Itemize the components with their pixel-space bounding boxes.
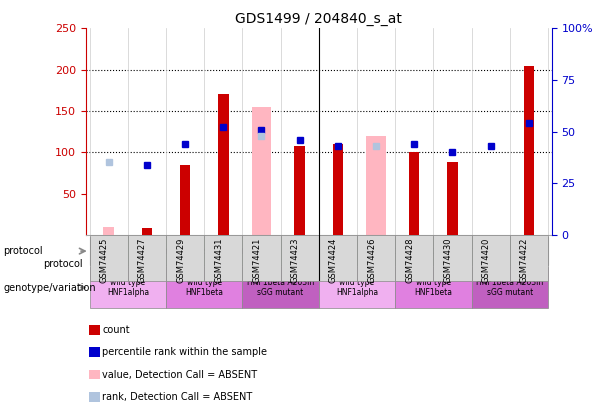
FancyBboxPatch shape: [281, 235, 319, 281]
Text: GSM74421: GSM74421: [253, 237, 262, 283]
Bar: [142, 228, 152, 235]
Text: GSM74423: GSM74423: [291, 237, 300, 283]
FancyBboxPatch shape: [395, 235, 433, 281]
FancyBboxPatch shape: [242, 235, 281, 281]
Text: GSM74420: GSM74420: [482, 237, 490, 283]
FancyBboxPatch shape: [433, 235, 471, 281]
Bar: [333, 144, 343, 235]
FancyBboxPatch shape: [242, 267, 319, 308]
Bar: [294, 146, 305, 235]
Text: GSM74422: GSM74422: [520, 237, 529, 283]
Bar: [409, 152, 419, 235]
Text: rank, Detection Call = ABSENT: rank, Detection Call = ABSENT: [102, 392, 253, 402]
Text: GSM74424: GSM74424: [329, 237, 338, 283]
Text: percentile rank within the sample: percentile rank within the sample: [102, 347, 267, 357]
FancyBboxPatch shape: [128, 235, 166, 281]
Text: wild type
HNF1beta: wild type HNF1beta: [185, 278, 223, 297]
FancyBboxPatch shape: [319, 235, 357, 281]
FancyBboxPatch shape: [471, 235, 509, 281]
Bar: [367, 136, 386, 235]
Bar: [218, 94, 229, 235]
FancyBboxPatch shape: [357, 235, 395, 281]
FancyBboxPatch shape: [166, 267, 242, 308]
Text: HNF1beta A263in
sGG mutant: HNF1beta A263in sGG mutant: [247, 278, 314, 297]
Text: count: count: [102, 325, 130, 335]
Text: GSM74426: GSM74426: [367, 237, 376, 283]
Title: GDS1499 / 204840_s_at: GDS1499 / 204840_s_at: [235, 12, 402, 26]
Text: genotype/variation: genotype/variation: [3, 283, 96, 292]
FancyBboxPatch shape: [319, 267, 395, 308]
Text: protocol: protocol: [43, 259, 83, 269]
Bar: [524, 66, 534, 235]
FancyBboxPatch shape: [166, 235, 204, 281]
FancyBboxPatch shape: [89, 235, 128, 281]
Bar: [447, 162, 458, 235]
Text: GSM74431: GSM74431: [215, 237, 223, 283]
Text: wild type
HNF1alpha: wild type HNF1alpha: [336, 278, 378, 297]
FancyBboxPatch shape: [471, 267, 548, 308]
Text: GSM74428: GSM74428: [405, 237, 414, 283]
Text: protocol: protocol: [3, 246, 43, 256]
FancyBboxPatch shape: [509, 235, 548, 281]
Text: GSM74425: GSM74425: [100, 237, 109, 283]
Bar: [104, 227, 114, 235]
Text: value, Detection Call = ABSENT: value, Detection Call = ABSENT: [102, 370, 257, 379]
FancyBboxPatch shape: [204, 235, 242, 281]
Text: wild type
HNF1alpha: wild type HNF1alpha: [107, 278, 149, 297]
Text: GSM74430: GSM74430: [443, 237, 452, 283]
Text: HNF1beta A263in
sGG mutant: HNF1beta A263in sGG mutant: [476, 278, 543, 297]
Text: GSM74427: GSM74427: [138, 237, 147, 283]
Bar: [252, 107, 271, 235]
Bar: [180, 165, 191, 235]
Text: GSM74429: GSM74429: [176, 237, 185, 283]
FancyBboxPatch shape: [395, 267, 471, 308]
Text: uninduced control: uninduced control: [154, 246, 254, 256]
Text: overexpression: overexpression: [391, 246, 476, 256]
FancyBboxPatch shape: [319, 237, 548, 265]
Text: wild type
HNF1beta: wild type HNF1beta: [414, 278, 452, 297]
FancyBboxPatch shape: [89, 237, 319, 265]
FancyBboxPatch shape: [89, 267, 166, 308]
